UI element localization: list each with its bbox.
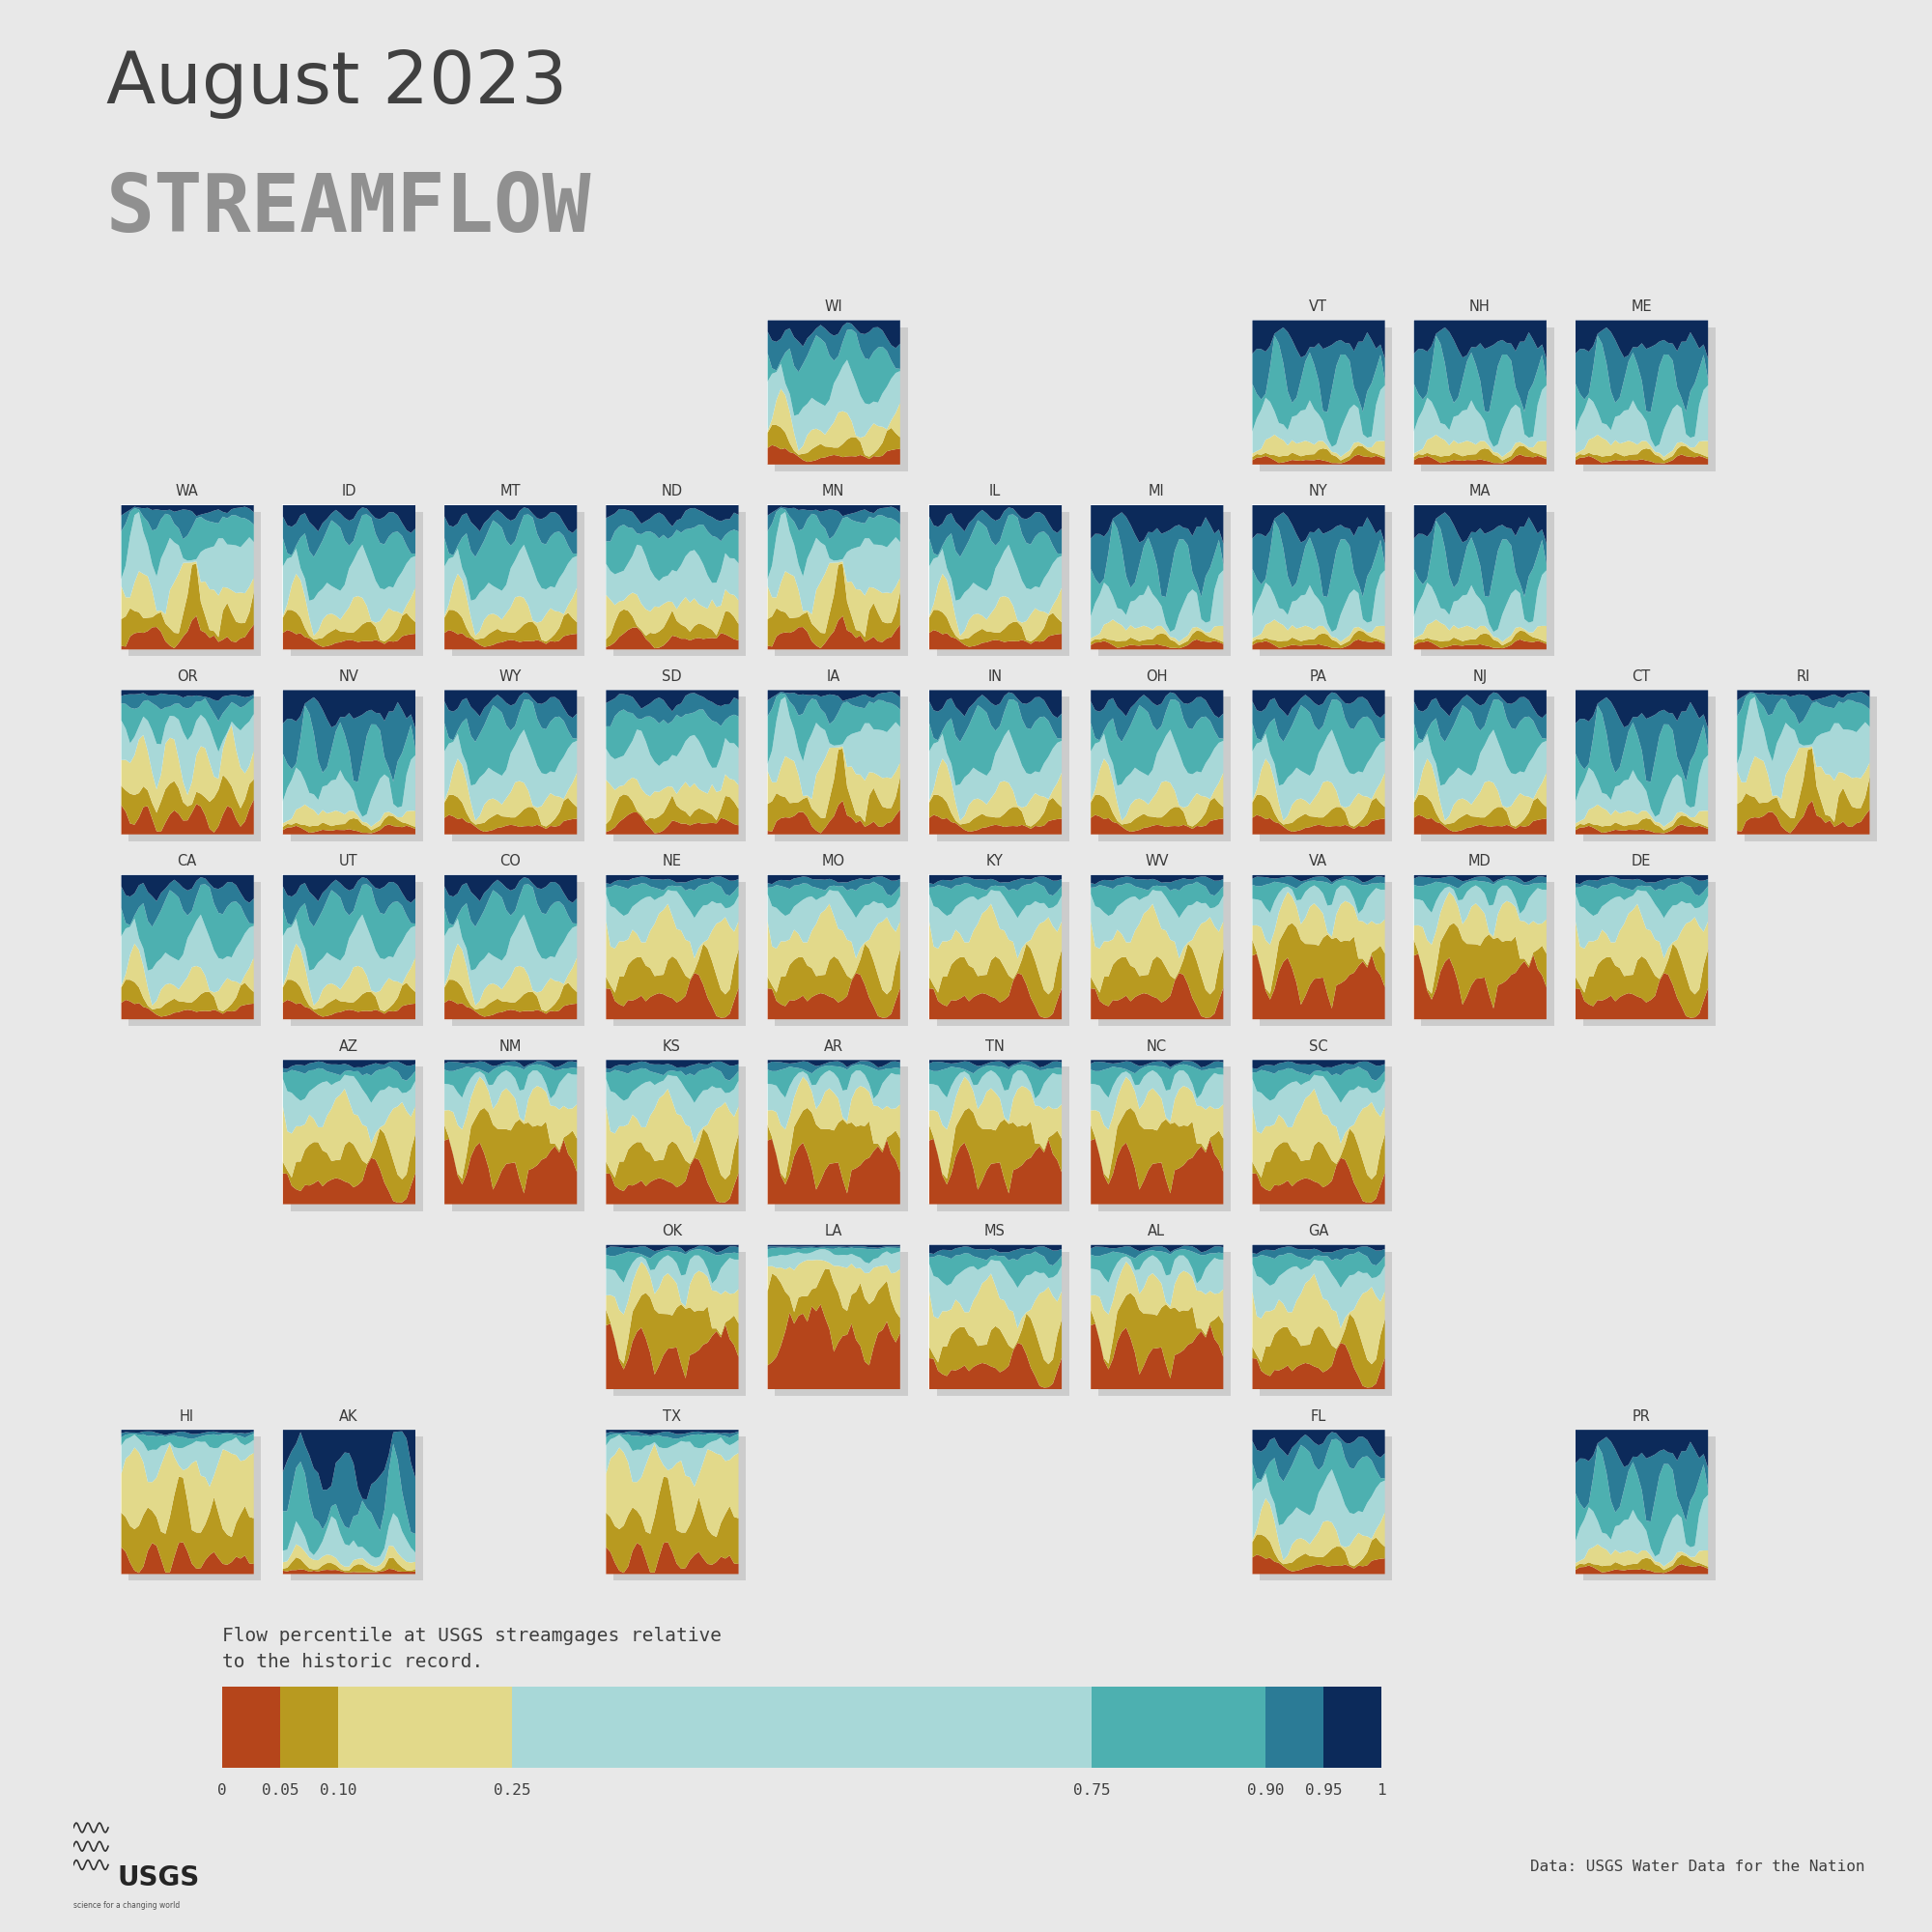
Text: NC: NC [1146, 1039, 1167, 1053]
Text: Data: USGS Water Data for the Nation: Data: USGS Water Data for the Nation [1530, 1859, 1864, 1874]
Text: KY: KY [987, 854, 1003, 869]
Text: RI: RI [1797, 668, 1810, 684]
Text: August 2023: August 2023 [106, 48, 568, 120]
Text: CO: CO [500, 854, 522, 869]
Text: PR: PR [1633, 1408, 1650, 1424]
Text: science for a changing world: science for a changing world [73, 1901, 180, 1911]
Text: NY: NY [1308, 485, 1327, 498]
Text: TN: TN [985, 1039, 1005, 1053]
Text: MN: MN [823, 485, 844, 498]
Text: 0.25: 0.25 [493, 1783, 531, 1797]
Text: ID: ID [342, 485, 355, 498]
Text: CA: CA [178, 854, 197, 869]
Text: MS: MS [985, 1225, 1005, 1238]
Text: FL: FL [1310, 1408, 1325, 1424]
Text: MO: MO [821, 854, 844, 869]
Text: STREAMFLOW: STREAMFLOW [106, 170, 591, 247]
Text: LA: LA [825, 1225, 842, 1238]
Text: 0.90: 0.90 [1246, 1783, 1285, 1797]
Text: OH: OH [1146, 668, 1167, 684]
Text: WV: WV [1146, 854, 1169, 869]
Text: HI: HI [180, 1408, 195, 1424]
Text: NE: NE [663, 854, 682, 869]
Text: NM: NM [498, 1039, 522, 1053]
Text: 1: 1 [1378, 1783, 1385, 1797]
Text: Flow percentile at USGS streamgages relative
to the historic record.: Flow percentile at USGS streamgages rela… [222, 1627, 723, 1671]
Text: DE: DE [1631, 854, 1652, 869]
Text: NJ: NJ [1472, 668, 1488, 684]
Text: IL: IL [989, 485, 1001, 498]
Text: WA: WA [176, 485, 199, 498]
Text: NV: NV [338, 668, 359, 684]
Text: OR: OR [176, 668, 197, 684]
Text: 0: 0 [218, 1783, 226, 1797]
Text: VA: VA [1308, 854, 1327, 869]
Text: CT: CT [1633, 668, 1650, 684]
Text: 0.05: 0.05 [261, 1783, 299, 1797]
Text: WI: WI [825, 299, 842, 315]
Text: USGS: USGS [118, 1864, 199, 1891]
Text: WY: WY [498, 668, 522, 684]
Text: MD: MD [1468, 854, 1492, 869]
Text: AK: AK [340, 1408, 357, 1424]
Text: PA: PA [1310, 668, 1327, 684]
Text: UT: UT [340, 854, 357, 869]
Text: OK: OK [661, 1225, 682, 1238]
Text: KS: KS [663, 1039, 680, 1053]
Text: IA: IA [827, 668, 840, 684]
Text: 0.75: 0.75 [1072, 1783, 1111, 1797]
Text: ME: ME [1631, 299, 1652, 315]
Text: SC: SC [1308, 1039, 1327, 1053]
Text: VT: VT [1310, 299, 1327, 315]
Text: AZ: AZ [338, 1039, 357, 1053]
Text: TX: TX [663, 1408, 680, 1424]
Text: NH: NH [1468, 299, 1490, 315]
Text: SD: SD [663, 668, 682, 684]
Text: 0.95: 0.95 [1304, 1783, 1343, 1797]
Text: MA: MA [1468, 485, 1492, 498]
Text: AL: AL [1148, 1225, 1165, 1238]
Text: 0.10: 0.10 [319, 1783, 357, 1797]
Text: AR: AR [823, 1039, 842, 1053]
Text: IN: IN [987, 668, 1003, 684]
Text: MT: MT [500, 485, 520, 498]
Text: GA: GA [1308, 1225, 1329, 1238]
Text: ND: ND [661, 485, 682, 498]
Text: MI: MI [1148, 485, 1165, 498]
